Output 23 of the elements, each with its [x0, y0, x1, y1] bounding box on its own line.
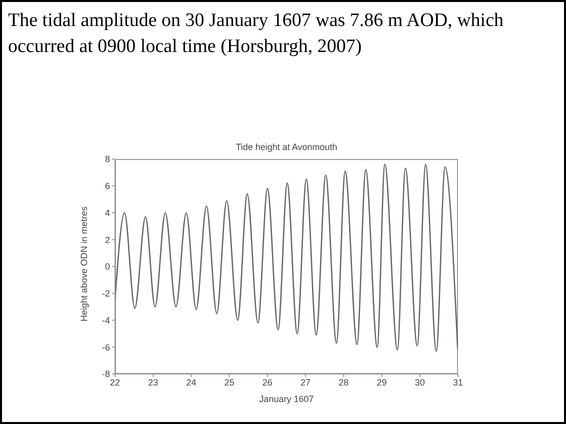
y-tick-label: 4 — [104, 208, 110, 218]
y-tick-label: -6 — [102, 342, 110, 352]
x-tick-label: 31 — [452, 377, 464, 388]
x-tick-label: 29 — [376, 377, 387, 388]
x-tick-label: 23 — [148, 377, 158, 388]
chart-title: Tide height at Avonmouth — [234, 142, 338, 152]
x-tick-label: 27 — [300, 377, 311, 388]
x-tick-label: 24 — [186, 377, 196, 388]
y-axis-title: Height above ODN in metres — [79, 206, 90, 322]
x-tick-label: 22 — [110, 377, 120, 388]
y-tick-label: 6 — [104, 181, 110, 192]
y-tick-label: 8 — [104, 154, 110, 164]
text: The tidal amplitude on 30 January 1607 was 7.86 m AOD, which occurred at 0900 local time (Horsburgh, 2007) — [8, 9, 505, 59]
y-tick-label: 2 — [104, 234, 110, 245]
x-axis-title: January 1607 — [259, 394, 314, 404]
x-tick-label: 28 — [338, 377, 349, 388]
y-tick-label: -4 — [102, 315, 110, 326]
y-tick-label: 0 — [104, 262, 110, 272]
x-tick-label: 30 — [414, 377, 425, 388]
y-tick-label: -8 — [102, 369, 110, 380]
x-tick-label: 26 — [262, 377, 272, 388]
y-tick-label: -2 — [102, 288, 110, 299]
x-tick-label: 25 — [224, 377, 234, 388]
